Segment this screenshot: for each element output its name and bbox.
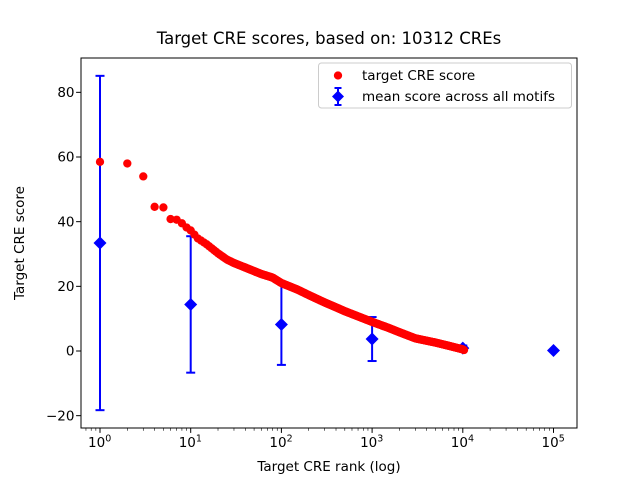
target-score-points (95, 157, 469, 355)
legend: target CRE score mean score across all m… (318, 62, 572, 109)
x-axis-label: Target CRE rank (log) (256, 459, 400, 475)
chart-title: Target CRE scores, based on: 10312 CREs (156, 29, 502, 48)
legend-marker-target-score-icon (333, 71, 343, 80)
y-axis-ticks: −20 0 20 40 60 80 (46, 85, 81, 424)
legend-box (318, 62, 572, 109)
target-score-point (459, 345, 469, 355)
mean-score-diamond (547, 344, 560, 358)
target-score-point (139, 172, 148, 181)
legend-label-target-score: target CRE score (362, 68, 475, 84)
target-score-point (159, 203, 168, 212)
y-tick-label: −20 (46, 408, 75, 424)
plot-area (80, 57, 578, 429)
target-score-point (123, 159, 132, 168)
y-tick-label: 40 (57, 214, 74, 230)
y-tick-label: 20 (57, 279, 74, 295)
target-score-point (150, 202, 159, 211)
target-score-point (95, 157, 105, 167)
mean-score-diamond (184, 297, 198, 311)
y-tick-label: 60 (57, 150, 74, 166)
legend-marker-mean-score-icon (332, 87, 344, 106)
target-score-point (166, 214, 175, 224)
mean-score-diamond (365, 332, 379, 346)
mean-score-diamond (274, 317, 288, 331)
legend-label-mean-score: mean score across all motifs (362, 89, 555, 105)
mean-score-diamond (93, 236, 107, 250)
y-tick-label: 80 (57, 85, 74, 101)
y-axis-label: Target CRE score (12, 186, 28, 301)
y-tick-label: 0 (66, 344, 75, 360)
